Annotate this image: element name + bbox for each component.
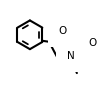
Text: O: O <box>89 39 97 48</box>
Text: N: N <box>67 51 75 61</box>
Text: O: O <box>58 26 67 36</box>
